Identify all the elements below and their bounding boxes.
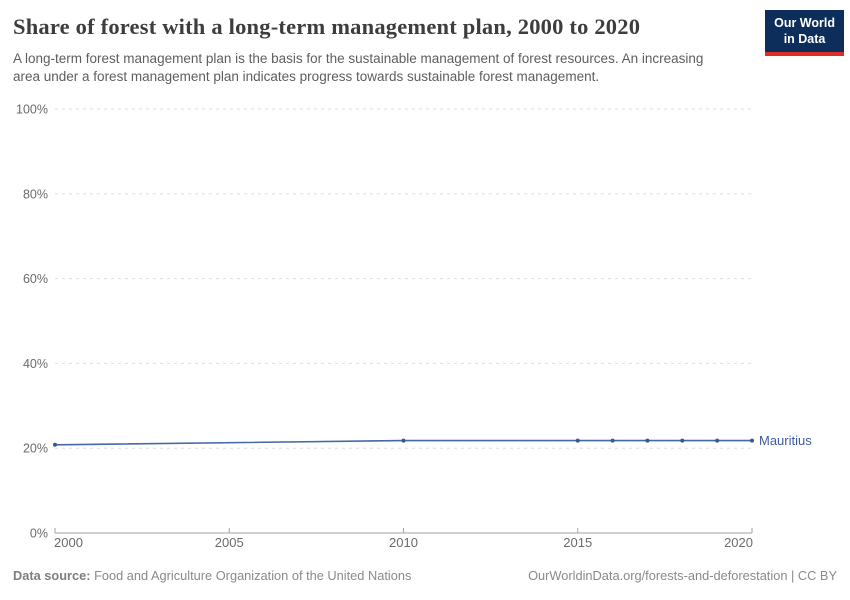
chart-title: Share of forest with a long-term managem… (13, 14, 641, 39)
data-source-text: Food and Agriculture Organization of the… (90, 568, 412, 583)
x-axis-tick-label: 2020 (724, 535, 753, 550)
owid-logo-line1: Our World (774, 16, 835, 30)
data-point[interactable] (575, 438, 580, 443)
series-entity-label[interactable]: Mauritius (759, 433, 812, 448)
y-axis-tick-label: 0% (30, 527, 48, 541)
y-axis-tick-label: 60% (23, 272, 48, 286)
y-axis-tick-label: 40% (23, 357, 48, 371)
owid-logo-line2: in Data (783, 32, 826, 47)
data-point[interactable] (401, 438, 406, 443)
chart-subtitle: A long-term forest management plan is th… (13, 51, 704, 84)
data-point[interactable] (53, 442, 57, 447)
y-axis-tick-label: 80% (23, 187, 48, 201)
series-line[interactable] (54, 439, 753, 446)
chart-area[interactable]: 0% 20% 40% 60% 80% 100% 2000 2005 2010 2015 2020 Ma… (0, 95, 850, 565)
data-point[interactable] (610, 438, 615, 443)
data-source-label: Data source: (13, 568, 91, 583)
data-point[interactable] (680, 438, 685, 443)
y-axis-tick-label: 20% (23, 442, 48, 456)
data-point[interactable] (645, 438, 650, 443)
chart-footer: Data source: Food and Agriculture Organi… (13, 568, 837, 583)
x-axis-tick-label: 2015 (563, 535, 592, 550)
data-source-note: Data source: Food and Agriculture Organi… (13, 568, 411, 583)
owid-logo[interactable]: Our World in Data (765, 10, 844, 56)
owid-license-link[interactable]: OurWorldinData.org/forests-and-deforesta… (528, 568, 837, 583)
x-axis-tick-label: 2000 (54, 535, 83, 550)
x-axis-tick-label: 2005 (215, 535, 244, 550)
line-chart-canvas[interactable]: 0% 20% 40% 60% 80% 100% 2000 2005 2010 2015 2020 Ma… (0, 95, 850, 565)
data-point[interactable] (750, 438, 754, 443)
x-axis-tick-label: 2010 (389, 535, 418, 550)
data-point[interactable] (715, 438, 720, 443)
y-axis-tick-label: 100% (16, 103, 48, 117)
